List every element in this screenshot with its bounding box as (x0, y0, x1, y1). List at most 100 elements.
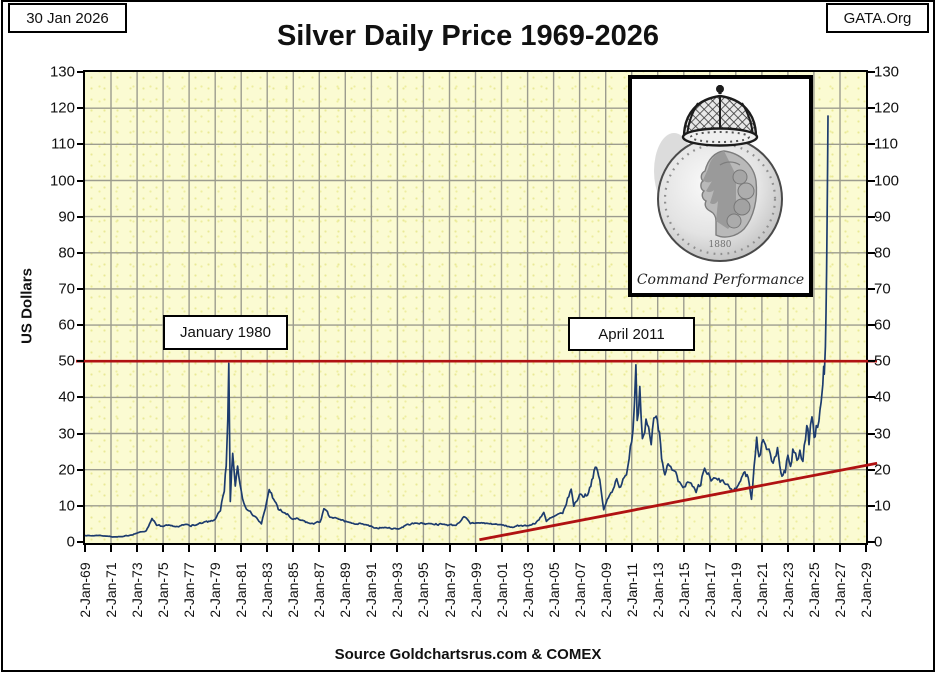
x-tick-mark (630, 545, 633, 552)
x-tick-mark (84, 545, 86, 552)
x-tick-mark (500, 545, 503, 552)
y-tick-mark-left (77, 215, 84, 218)
x-tick-label: 2-Jan-85 (285, 562, 302, 618)
y-tick-label-right: 70 (874, 280, 891, 298)
x-tick-label: 2-Jan-81 (233, 562, 250, 618)
gata-org-box: GATA.Org (826, 3, 929, 33)
x-tick-label: 2-Jan-89 (337, 562, 354, 618)
y-tick-mark-right (868, 360, 875, 363)
y-tick-mark-left (77, 396, 84, 399)
annotation-april-2011-text: April 2011 (598, 325, 665, 343)
x-tick-label: 2-Jan-11 (623, 562, 640, 618)
y-tick-mark-left (77, 324, 84, 327)
command-performance-badge: 1880 Command Performance (628, 75, 813, 297)
x-tick-mark (552, 545, 555, 552)
y-tick-mark-right (868, 71, 875, 73)
x-tick-label: 2-Jan-15 (675, 562, 692, 618)
x-tick-mark (578, 545, 581, 552)
y-tick-label-left: 0 (66, 533, 75, 551)
x-tick-label: 2-Jan-07 (571, 562, 588, 618)
y-tick-label-right: 50 (874, 352, 891, 370)
x-tick-label: 2-Jan-21 (753, 562, 770, 618)
y-tick-label-left: 120 (49, 99, 75, 117)
x-tick-mark (344, 545, 347, 552)
x-tick-mark (136, 545, 139, 552)
x-tick-mark (448, 545, 451, 552)
y-tick-label-right: 0 (874, 533, 883, 551)
y-tick-label-left: 60 (58, 316, 75, 334)
x-tick-mark (474, 545, 477, 552)
x-tick-label: 2-Jan-29 (858, 562, 874, 618)
x-tick-label: 2-Jan-95 (415, 562, 432, 618)
x-tick-label: 2-Jan-77 (181, 562, 198, 618)
x-tick-label: 2-Jan-99 (467, 562, 484, 618)
y-tick-label-right: 80 (874, 244, 891, 262)
x-tick-label: 2-Jan-75 (155, 562, 172, 618)
x-tick-mark (682, 545, 685, 552)
y-tick-label-right: 30 (874, 425, 891, 442)
price-chart (76, 72, 878, 543)
x-tick-mark (422, 545, 425, 552)
y-tick-mark-right (868, 504, 875, 507)
silver-dollar-coin-icon: 1880 (657, 136, 783, 262)
y-tick-label-right: 90 (874, 208, 891, 226)
x-tick-label: 2-Jan-97 (441, 562, 458, 618)
y-tick-mark-left (77, 432, 84, 435)
x-tick-label: 2-Jan-03 (519, 562, 536, 618)
y-tick-mark-left (77, 541, 84, 543)
x-tick-mark (292, 545, 295, 552)
x-tick-label: 2-Jan-87 (311, 562, 328, 618)
x-tick-label: 2-Jan-19 (727, 562, 744, 618)
rising-trendline (479, 461, 878, 542)
y-tick-label-left: 130 (49, 63, 75, 81)
date-text: 30 Jan 2026 (26, 9, 109, 27)
y-tick-label-right: 130 (874, 63, 900, 81)
y-tick-mark-left (77, 143, 84, 146)
x-tick-label: 2-Jan-71 (103, 562, 119, 618)
annotation-january-1980: January 1980 (163, 315, 288, 350)
x-tick-mark (110, 545, 112, 552)
x-tick-label: 2-Jan-69 (77, 562, 93, 618)
x-tick-label: 2-Jan-09 (597, 562, 614, 618)
x-tick-mark (734, 545, 737, 552)
y-tick-label-left: 80 (58, 244, 75, 262)
x-tick-mark (604, 545, 607, 552)
plot-area (76, 70, 878, 545)
y-tick-mark-right (868, 287, 875, 290)
y-tick-label-right: 110 (874, 135, 898, 153)
y-tick-mark-right (868, 179, 875, 182)
silver-price-line (84, 115, 829, 538)
x-tick-mark (708, 545, 711, 552)
crown-icon (681, 85, 759, 147)
y-tick-label-left: 70 (58, 280, 75, 298)
x-tick-mark (760, 545, 763, 552)
y-tick-label-left: 40 (58, 388, 75, 406)
command-performance-caption: Command Performance (636, 272, 805, 288)
y-tick-label-left: 20 (58, 461, 75, 479)
x-tick-mark (786, 545, 789, 552)
y-tick-label-right: 60 (874, 316, 891, 334)
date-box: 30 Jan 2026 (8, 3, 127, 33)
x-tick-label: 2-Jan-83 (259, 562, 276, 618)
x-tick-mark (396, 545, 399, 552)
y-tick-label-right: 10 (874, 497, 891, 515)
y-tick-mark-left (77, 251, 84, 254)
x-tick-label: 2-Jan-13 (649, 562, 666, 618)
y-tick-mark-left (77, 504, 84, 507)
y-tick-mark-right (868, 143, 875, 146)
y-tick-label-right: 100 (874, 172, 900, 189)
x-tick-mark (214, 545, 217, 552)
x-tick-label: 2-Jan-93 (389, 562, 406, 618)
y-tick-label-left: 50 (58, 352, 75, 370)
source-credit: Source Goldchartsrus.com & COMEX (334, 646, 602, 663)
y-tick-mark-right (868, 215, 875, 218)
y-tick-mark-right (868, 541, 875, 543)
x-tick-mark (370, 545, 373, 552)
x-tick-label: 2-Jan-23 (779, 562, 796, 618)
y-tick-mark-right (868, 468, 875, 471)
x-tick-label: 2-Jan-05 (545, 562, 562, 618)
x-tick-mark (656, 545, 659, 552)
y-tick-label-left: 100 (49, 172, 75, 189)
x-tick-mark (240, 545, 243, 552)
